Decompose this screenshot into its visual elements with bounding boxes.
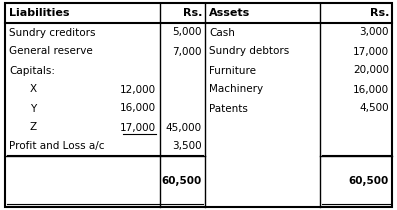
- Text: 45,000: 45,000: [166, 122, 202, 133]
- Text: 4,500: 4,500: [359, 104, 389, 113]
- Text: 12,000: 12,000: [120, 84, 156, 94]
- Text: 17,000: 17,000: [120, 122, 156, 133]
- Text: Z: Z: [29, 122, 37, 133]
- Text: General reserve: General reserve: [9, 46, 93, 56]
- Text: Machinery: Machinery: [209, 84, 263, 94]
- Text: 3,500: 3,500: [172, 142, 202, 151]
- Text: 16,000: 16,000: [353, 84, 389, 94]
- Text: Furniture: Furniture: [209, 66, 256, 76]
- Text: Sundry debtors: Sundry debtors: [209, 46, 289, 56]
- Text: Capitals:: Capitals:: [9, 66, 55, 76]
- Text: 60,500: 60,500: [162, 176, 202, 186]
- Text: 17,000: 17,000: [353, 46, 389, 56]
- Text: Cash: Cash: [209, 28, 235, 38]
- Text: 60,500: 60,500: [349, 176, 389, 186]
- Text: Assets: Assets: [209, 8, 250, 18]
- Text: Rs.: Rs.: [370, 8, 389, 18]
- Text: 3,000: 3,000: [360, 28, 389, 38]
- Text: Profit and Loss a/c: Profit and Loss a/c: [9, 142, 104, 151]
- Text: Rs.: Rs.: [183, 8, 202, 18]
- Text: Patents: Patents: [209, 104, 248, 113]
- Text: 16,000: 16,000: [120, 104, 156, 113]
- Text: Y: Y: [30, 104, 36, 113]
- Text: Sundry creditors: Sundry creditors: [9, 28, 96, 38]
- Text: 7,000: 7,000: [173, 46, 202, 56]
- Text: 20,000: 20,000: [353, 66, 389, 76]
- Text: X: X: [29, 84, 37, 94]
- Text: 5,000: 5,000: [173, 28, 202, 38]
- Text: Liabilities: Liabilities: [9, 8, 69, 18]
